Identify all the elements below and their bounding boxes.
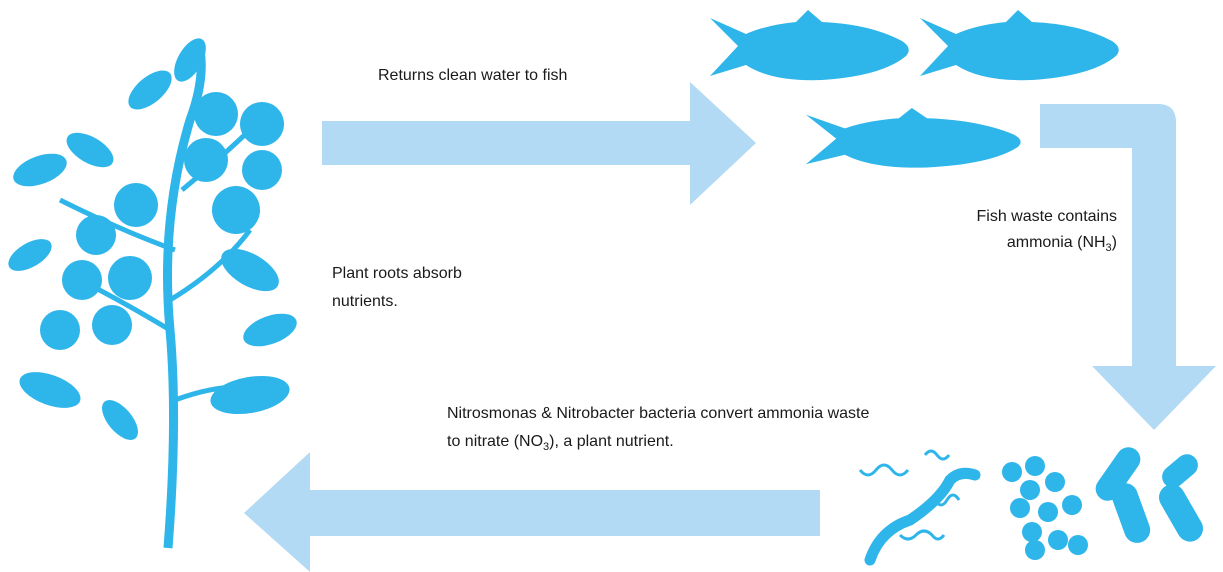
arrow-to-fish (322, 82, 756, 205)
arrow-to-plant (244, 452, 820, 572)
bacteria-line2: to nitrate (NO3), a plant nutrient. (447, 433, 674, 453)
fish-waste-line2: ammonia (NH3) (1007, 234, 1117, 254)
label-part: ) (1112, 234, 1117, 251)
returns-label: Returns clean water to fish (378, 67, 567, 84)
fish-waste-line1: Fish waste contains (976, 208, 1117, 225)
bacteria-line1: Nitrosmonas & Nitrobacter bacteria conve… (447, 405, 869, 422)
bacteria (860, 443, 1208, 560)
diagram: Returns clean water to fish Fish waste c… (0, 0, 1223, 572)
label-part: ), a plant nutrient. (549, 433, 674, 450)
label-part: ammonia (NH (1007, 234, 1106, 251)
arrow-to-bacteria (1040, 104, 1216, 430)
plant (3, 33, 301, 548)
label-part: to nitrate (NO (447, 433, 543, 450)
plant-roots-line2: nutrients. (332, 293, 398, 310)
plant-roots-line1: Plant roots absorb (332, 265, 462, 282)
